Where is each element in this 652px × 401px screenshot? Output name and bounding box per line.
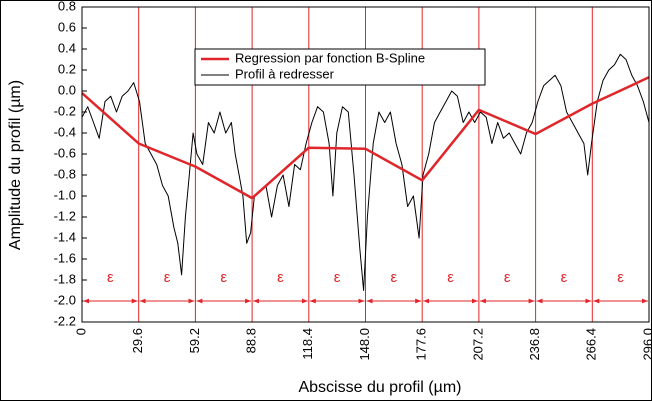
y-tick-label: 0.4 (58, 40, 76, 55)
x-tick-label: 0 (73, 328, 88, 335)
x-tick-label: 207.2 (470, 328, 485, 361)
annotation: ε (447, 269, 454, 286)
y-tick-label: -2.2 (54, 313, 76, 328)
x-tick-label: 29.6 (130, 328, 145, 353)
y-axis-label: Amplitude du profil (µm) (7, 80, 24, 250)
annotation: ε (277, 269, 284, 286)
y-tick-label: -1.2 (54, 208, 76, 223)
x-axis-label: Abscisse du profil (µm) (298, 379, 461, 396)
annotation: ε (391, 269, 398, 286)
y-tick-label: -0.2 (54, 103, 76, 118)
y-tick-label: 0.0 (58, 82, 76, 97)
y-tick-label: 0.8 (58, 0, 76, 13)
series-line (81, 53, 650, 291)
y-tick-label: -0.8 (54, 166, 76, 181)
x-tick-label: 118.4 (300, 328, 315, 360)
annotation: ε (617, 269, 624, 286)
y-tick-label: -1.4 (54, 229, 76, 244)
y-tick-label: -0.4 (54, 124, 76, 139)
x-tick-label: 177.6 (414, 328, 429, 361)
x-tick-label: 236.8 (527, 328, 542, 361)
y-tick-label: -0.6 (54, 145, 76, 160)
plot-border (81, 6, 650, 323)
legend-label: Profil à redresser (235, 66, 335, 81)
y-tick-label: -2.0 (54, 292, 76, 307)
legend-label: Regression par fonction B-Spline (235, 50, 425, 65)
x-tick-label: 88.8 (244, 328, 259, 353)
y-tick-label: 0.2 (58, 61, 76, 76)
x-tick-label: 148.0 (357, 328, 372, 361)
y-tick-label: -1.0 (54, 187, 76, 202)
x-tick-label: 266.4 (584, 328, 599, 361)
series-line (81, 76, 650, 200)
y-tick-label: 0.6 (58, 19, 76, 34)
annotation: ε (164, 269, 171, 286)
y-tick-label: -1.6 (54, 250, 76, 265)
annotation: ε (220, 269, 227, 286)
annotation: ε (504, 269, 511, 286)
y-tick-label: -1.8 (54, 271, 76, 286)
annotation: ε (107, 269, 114, 286)
legend-box (194, 48, 486, 86)
annotation: ε (561, 269, 568, 286)
annotation: ε (334, 269, 341, 286)
x-tick-label: 296.0 (640, 328, 652, 361)
x-tick-label: 59.2 (187, 328, 202, 353)
